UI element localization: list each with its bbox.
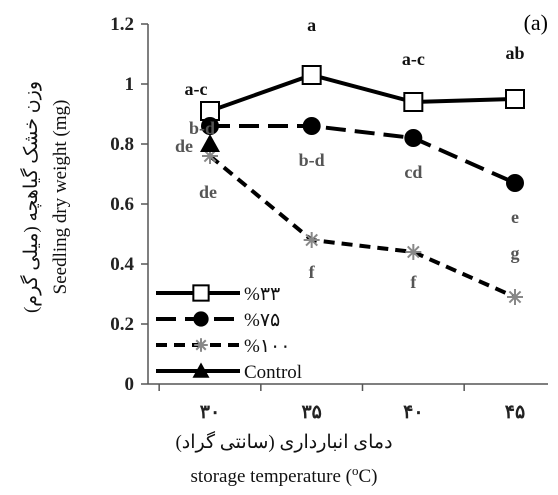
axes xyxy=(141,23,548,391)
legend: %۳۳ %۷۵ %۱۰۰ Control xyxy=(156,284,302,383)
significance-labels: a-c a a-c ab b-d b-d cd e de f f g de xyxy=(175,15,525,292)
significance-label: e xyxy=(511,207,519,227)
significance-label: b-d xyxy=(189,118,215,138)
asterisk-stroke xyxy=(508,290,522,304)
x-tick-label: ۳۰ xyxy=(200,402,220,423)
x-tick-label: ۳۵ xyxy=(301,402,321,423)
y-axis-title-en: Seedling dry weight (mg) xyxy=(50,100,71,295)
y-tick-label: 1 xyxy=(125,74,135,95)
x-axis-title-en-sup: o xyxy=(352,463,359,478)
significance-label: a-c xyxy=(185,79,208,99)
significance-label: ab xyxy=(505,43,524,63)
y-tick-label: 0.4 xyxy=(110,254,134,275)
x-axis-title-en: storage temperature (oC) xyxy=(191,463,378,487)
legend-label: %۷۵ xyxy=(244,310,280,331)
significance-label: g xyxy=(511,243,520,263)
legend-label: Control xyxy=(244,362,302,383)
significance-label: f xyxy=(410,272,417,292)
circle-marker xyxy=(193,311,209,327)
legend-label: %۱۰۰ xyxy=(244,336,290,357)
asterisk-marker xyxy=(303,232,320,248)
y-tick-label: 0.2 xyxy=(110,314,134,335)
legend-entry: %۳۳ xyxy=(156,284,280,305)
square-marker xyxy=(301,65,322,85)
square-marker xyxy=(403,92,424,112)
y-tick-label: 0 xyxy=(125,374,135,395)
circle-marker xyxy=(404,129,423,147)
series-2 xyxy=(202,148,523,305)
circle-marker xyxy=(201,117,219,135)
series-line xyxy=(210,124,516,185)
asterisk-marker xyxy=(405,244,422,260)
circle-marker xyxy=(506,174,524,192)
triangle-marker xyxy=(200,134,220,152)
series-0 xyxy=(200,65,525,121)
series-line xyxy=(208,154,516,299)
significance-label: cd xyxy=(404,162,422,182)
asterisk-stroke xyxy=(305,233,318,247)
x-axis-title-fa: دمای انبارداری (سانتی گراد) xyxy=(175,430,392,453)
asterisk-stroke xyxy=(407,245,420,259)
panel-label: (a) xyxy=(524,10,548,35)
legend-entry: %۷۵ xyxy=(156,310,280,331)
asterisk-marker xyxy=(194,338,208,352)
significance-label: a xyxy=(307,15,316,35)
triangle-marker xyxy=(192,362,210,378)
legend-entry: %۱۰۰ xyxy=(156,336,290,357)
square-marker xyxy=(192,284,210,302)
series-layer xyxy=(200,65,525,305)
y-tick-label: 0.8 xyxy=(110,134,134,155)
asterisk-stroke xyxy=(203,149,217,163)
y-tick-label: 0.6 xyxy=(110,194,134,215)
significance-label: f xyxy=(309,262,316,282)
legend-label: %۳۳ xyxy=(244,284,280,305)
y-axis-title-fa: وزن خشک گیاهچه (میلی گرم) xyxy=(19,81,42,313)
significance-label: de xyxy=(175,136,193,156)
tick-labels: 0 0.2 0.4 0.6 0.8 1 1.2 ۳۰ ۳۵ ۴۰ ۴۵ xyxy=(110,14,525,423)
x-axis-title-en-tail: C) xyxy=(358,466,377,487)
y-tick-label: 1.2 xyxy=(110,14,134,35)
square-marker xyxy=(505,89,525,109)
series-1 xyxy=(201,117,524,192)
significance-label: b-d xyxy=(299,150,325,170)
asterisk-stroke xyxy=(195,339,207,351)
significance-label: de xyxy=(199,182,217,202)
x-tick-label: ۴۰ xyxy=(403,402,423,423)
series-3 xyxy=(200,134,220,152)
series-line xyxy=(209,72,516,113)
circle-marker xyxy=(302,117,321,135)
x-axis-title-en-main: storage temperature ( xyxy=(191,466,352,487)
asterisk-marker xyxy=(507,289,523,305)
legend-entry: Control xyxy=(156,362,302,383)
x-tick-label: ۴۵ xyxy=(505,402,525,423)
significance-label: a-c xyxy=(402,49,425,69)
